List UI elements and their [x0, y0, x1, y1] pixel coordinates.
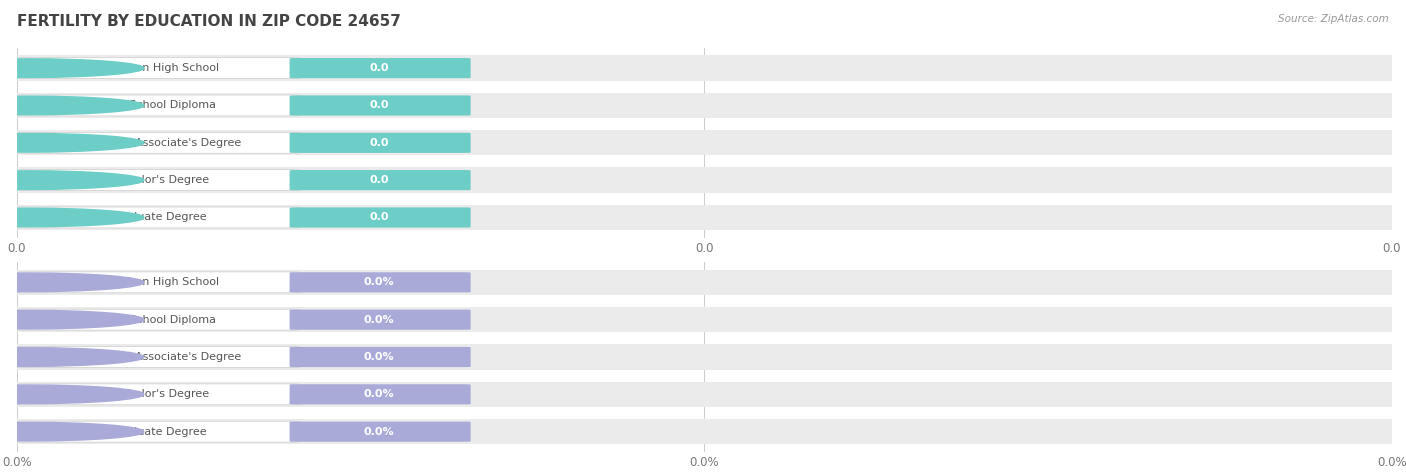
FancyBboxPatch shape — [290, 133, 471, 153]
FancyBboxPatch shape — [290, 58, 471, 78]
Text: 0.0%: 0.0% — [364, 426, 394, 436]
FancyBboxPatch shape — [290, 272, 471, 292]
Text: Source: ZipAtlas.com: Source: ZipAtlas.com — [1278, 14, 1389, 24]
FancyBboxPatch shape — [14, 384, 301, 405]
FancyBboxPatch shape — [14, 95, 301, 116]
Text: College or Associate's Degree: College or Associate's Degree — [75, 138, 240, 148]
FancyBboxPatch shape — [14, 58, 301, 79]
FancyBboxPatch shape — [14, 421, 301, 442]
Text: 0.0: 0.0 — [370, 100, 388, 110]
Text: Bachelor's Degree: Bachelor's Degree — [107, 389, 209, 399]
Text: FERTILITY BY EDUCATION IN ZIP CODE 24657: FERTILITY BY EDUCATION IN ZIP CODE 24657 — [17, 14, 401, 30]
FancyBboxPatch shape — [17, 205, 1392, 230]
Circle shape — [0, 59, 143, 78]
Text: 0.0: 0.0 — [370, 175, 388, 185]
FancyBboxPatch shape — [14, 169, 301, 190]
FancyBboxPatch shape — [17, 130, 1392, 156]
Text: College or Associate's Degree: College or Associate's Degree — [75, 352, 240, 362]
Circle shape — [0, 422, 143, 441]
Circle shape — [0, 133, 143, 152]
FancyBboxPatch shape — [17, 93, 1392, 118]
Circle shape — [0, 310, 143, 329]
Circle shape — [0, 385, 143, 404]
FancyBboxPatch shape — [14, 309, 301, 330]
FancyBboxPatch shape — [290, 95, 471, 116]
FancyBboxPatch shape — [17, 307, 1392, 332]
Text: 0.0: 0.0 — [370, 138, 388, 148]
Text: Less than High School: Less than High School — [96, 63, 219, 73]
FancyBboxPatch shape — [14, 132, 301, 153]
Text: 0.0%: 0.0% — [364, 352, 394, 362]
Text: 0.0%: 0.0% — [364, 315, 394, 325]
FancyBboxPatch shape — [290, 309, 471, 330]
Circle shape — [0, 171, 143, 189]
Text: Bachelor's Degree: Bachelor's Degree — [107, 175, 209, 185]
Text: High School Diploma: High School Diploma — [100, 100, 215, 110]
FancyBboxPatch shape — [290, 384, 471, 405]
FancyBboxPatch shape — [290, 170, 471, 190]
Text: 0.0%: 0.0% — [364, 389, 394, 399]
FancyBboxPatch shape — [17, 419, 1392, 445]
FancyBboxPatch shape — [17, 269, 1392, 295]
FancyBboxPatch shape — [290, 347, 471, 367]
Text: 0.0: 0.0 — [370, 63, 388, 73]
Circle shape — [0, 96, 143, 115]
FancyBboxPatch shape — [14, 207, 301, 228]
Text: Graduate Degree: Graduate Degree — [110, 212, 207, 222]
Text: Less than High School: Less than High School — [96, 278, 219, 288]
FancyBboxPatch shape — [17, 382, 1392, 407]
FancyBboxPatch shape — [17, 168, 1392, 193]
FancyBboxPatch shape — [14, 347, 301, 367]
Circle shape — [0, 208, 143, 227]
Text: Graduate Degree: Graduate Degree — [110, 426, 207, 436]
Text: High School Diploma: High School Diploma — [100, 315, 215, 325]
FancyBboxPatch shape — [14, 272, 301, 293]
Circle shape — [0, 347, 143, 367]
FancyBboxPatch shape — [290, 208, 471, 228]
Text: 0.0: 0.0 — [370, 212, 388, 222]
FancyBboxPatch shape — [17, 55, 1392, 81]
Text: 0.0%: 0.0% — [364, 278, 394, 288]
FancyBboxPatch shape — [17, 344, 1392, 370]
Circle shape — [0, 273, 143, 292]
FancyBboxPatch shape — [290, 422, 471, 442]
